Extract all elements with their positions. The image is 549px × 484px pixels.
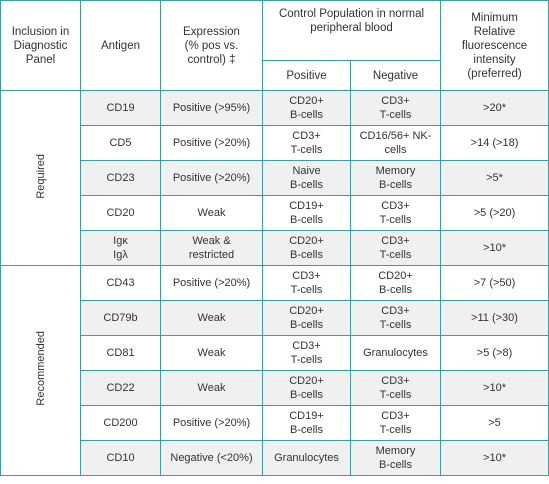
table-cell: Igκ Igλ bbox=[80, 230, 161, 266]
header-row: Positive Negative bbox=[1, 60, 549, 91]
table-cell: CD79b bbox=[80, 300, 161, 336]
table-cell: >10* bbox=[440, 440, 549, 476]
group-cell: Recommended bbox=[0, 265, 81, 476]
table-cell: CD3+ T-cells bbox=[349, 300, 442, 336]
table-cell: Memory B-cells bbox=[349, 440, 442, 476]
table-row: CD79b Weak CD20+ B-cells CD3+ T-cells >11 (>… bbox=[1, 300, 549, 336]
table-cell: >11 (>30) bbox=[440, 300, 549, 336]
table-row: CD81 Weak CD3+ T-cells Granulocytes >5 (>8) bbox=[1, 335, 549, 371]
table-cell: CD20+ B-cells bbox=[262, 370, 351, 406]
table-cell: CD19 bbox=[80, 90, 161, 126]
table-cell: >5 (>8) bbox=[440, 335, 549, 371]
table-cell: Weak bbox=[160, 300, 263, 336]
table-row: CD23 Positive (>20%) Naive B-cells Memory B… bbox=[1, 160, 549, 196]
table-cell: CD20+ B-cells bbox=[262, 230, 351, 266]
table-row: CD10 Negative (<20%) Granulocytes Memory B-… bbox=[1, 440, 549, 476]
table-cell: >5* bbox=[440, 160, 549, 196]
table-cell: CD20+ B-cells bbox=[262, 90, 351, 126]
header-cell: Positive bbox=[262, 60, 351, 91]
table-cell: Positive (>20%) bbox=[160, 405, 263, 441]
table-cell: >10* bbox=[440, 370, 549, 406]
group-label: Recommended bbox=[34, 331, 47, 406]
table-cell: CD20 bbox=[80, 195, 161, 231]
table-cell: CD3+ T-cells bbox=[262, 335, 351, 371]
table-cell: >5 (>20) bbox=[440, 195, 549, 231]
table-cell: Weak & restricted bbox=[160, 230, 263, 266]
header-cell: Control Population in normal peripheral … bbox=[261, 0, 442, 61]
table-cell: Granulocytes bbox=[262, 440, 351, 476]
table-cell: Naive B-cells bbox=[262, 160, 351, 196]
header-cell: Inclusion in Diagnostic Panel bbox=[0, 0, 81, 91]
table-cell: CD3+ T-cells bbox=[349, 90, 442, 126]
table-cell: Positive (>20%) bbox=[160, 160, 263, 196]
table-cell: CD3+ T-cells bbox=[349, 195, 442, 231]
table-cell: CD19+ B-cells bbox=[262, 405, 351, 441]
table-cell: CD81 bbox=[80, 335, 161, 371]
table-row: CD200 Positive (>20%) CD19+ B-cells CD3+ T-… bbox=[1, 405, 549, 441]
header-cell: Expression (% pos vs. control) ‡ bbox=[160, 0, 263, 91]
table-cell: CD16/56+ NK- cells bbox=[349, 125, 442, 161]
table-cell: >5 bbox=[440, 405, 549, 441]
header-row: Inclusion in Diagnostic Panel Antigen Ex… bbox=[0, 0, 549, 91]
table-cell: CD5 bbox=[80, 125, 161, 161]
table-header: Inclusion in Diagnostic Panel Antigen Ex… bbox=[0, 0, 549, 91]
table-cell: Granulocytes bbox=[349, 335, 442, 371]
table-cell: CD23 bbox=[80, 160, 161, 196]
table-cell: >7 (>50) bbox=[440, 265, 549, 301]
group-label: Required bbox=[34, 153, 47, 199]
table-cell: CD20+ B-cells bbox=[262, 300, 351, 336]
header-cell: Negative bbox=[349, 60, 442, 91]
table-row: Required CD19 Positive (>95%) CD20+ B-cells… bbox=[0, 90, 549, 266]
header-cell: Minimum Relative fluorescence intensity … bbox=[440, 0, 549, 91]
group-cell: Required bbox=[0, 90, 81, 266]
table-row: Recommended CD43 Positive (>20%) CD3+ T-cel… bbox=[0, 265, 549, 476]
table-row: CD22 Weak CD20+ B-cells CD3+ T-cells >10* bbox=[1, 370, 549, 406]
table-cell: Memory B-cells bbox=[349, 160, 442, 196]
table-cell: CD3+ T-cells bbox=[262, 265, 351, 301]
table-cell: Positive (>20%) bbox=[160, 125, 263, 161]
table-row: CD5 Positive (>20%) CD3+ T-cells CD16/56+ N… bbox=[1, 125, 549, 161]
table-cell: CD19+ B-cells bbox=[262, 195, 351, 231]
table-cell: Weak bbox=[160, 195, 263, 231]
table-cell: >14 (>18) bbox=[440, 125, 549, 161]
table-cell: >20* bbox=[440, 90, 549, 126]
table-cell: Negative (<20%) bbox=[160, 440, 263, 476]
table-cell: >10* bbox=[440, 230, 549, 266]
table-cell: CD3+ T-cells bbox=[349, 405, 442, 441]
table-cell: CD10 bbox=[80, 440, 161, 476]
table-cell: Weak bbox=[160, 370, 263, 406]
table-cell: CD200 bbox=[80, 405, 161, 441]
table-cell: CD3+ T-cells bbox=[349, 370, 442, 406]
table-cell: CD20+ B-cells bbox=[349, 265, 442, 301]
table-row: CD20 Weak CD19+ B-cells CD3+ T-cells >5 (>20… bbox=[1, 195, 549, 231]
table-body: Required CD19 Positive (>95%) CD20+ B-cells… bbox=[0, 90, 549, 476]
table-cell: Weak bbox=[160, 335, 263, 371]
table-cell: Positive (>20%) bbox=[160, 265, 263, 301]
table-cell: CD22 bbox=[80, 370, 161, 406]
table-row: Igκ Igλ Weak & restricted CD20+ B-cells CD3… bbox=[1, 230, 549, 266]
table-cell: Positive (>95%) bbox=[160, 90, 263, 126]
table-cell: CD43 bbox=[80, 265, 161, 301]
table-cell: CD3+ T-cells bbox=[349, 230, 442, 266]
header-cell: Antigen bbox=[80, 0, 161, 91]
table-cell: CD3+ T-cells bbox=[262, 125, 351, 161]
